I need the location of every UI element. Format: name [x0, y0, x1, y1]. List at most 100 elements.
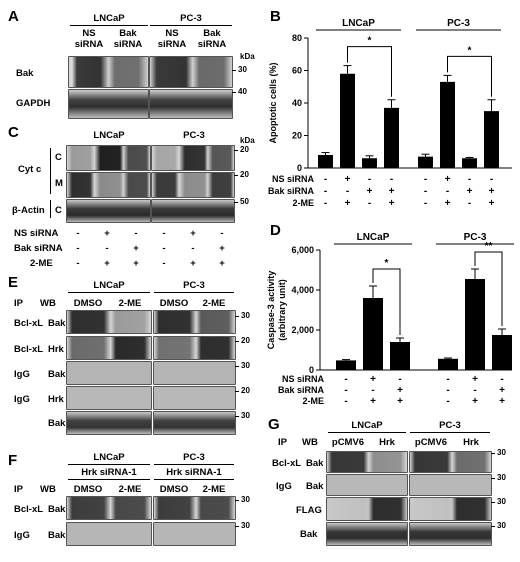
column-label: 2-ME: [202, 298, 226, 309]
column-label: DMSO: [73, 298, 103, 309]
group-underline: [70, 25, 148, 26]
treatment-sign: +: [445, 174, 451, 185]
sign: +: [219, 258, 225, 269]
sign: +: [133, 243, 139, 254]
blot-row: [326, 451, 408, 473]
wb-label: Hrk: [48, 344, 64, 355]
blot-gapdh-pc3: [149, 89, 233, 119]
marker-tick: [235, 416, 239, 417]
blot-row: [326, 474, 408, 496]
treatment-label: Bak siRNA: [14, 243, 63, 254]
bracket: [50, 148, 51, 194]
cell-line-label: PC-3: [183, 280, 205, 291]
treatment-sign: -: [398, 374, 401, 385]
sign: +: [190, 228, 196, 239]
y-tick-label: 6,000: [291, 245, 314, 255]
wb-header: WB: [40, 484, 56, 495]
sign: -: [162, 258, 166, 269]
group-underline: [154, 292, 234, 293]
blot-gapdh-lncap: [68, 89, 149, 119]
treatment-sign: +: [370, 374, 376, 385]
blot-row: [66, 336, 152, 360]
y-tick-label: 60: [292, 66, 302, 76]
marker-tick: [234, 150, 238, 151]
marker-label: 30: [241, 361, 250, 370]
sign: -: [134, 228, 138, 239]
marker-label: 30: [497, 521, 506, 530]
marker-label: 20: [240, 145, 249, 154]
wb-header: WB: [302, 437, 318, 448]
treatment-sign: -: [344, 374, 347, 385]
group-underline: [68, 479, 150, 480]
column-label: Bak siRNA: [113, 28, 143, 50]
treatment-sign: +: [397, 396, 403, 407]
treatment-label: 2-ME: [30, 258, 53, 269]
treatment-label: NS siRNA: [272, 174, 315, 184]
wb-header: WB: [40, 298, 56, 309]
treatment-sign: -: [446, 396, 449, 407]
bar: [418, 156, 433, 168]
group-underline: [150, 25, 232, 26]
column-label: Hrk: [379, 437, 395, 448]
blot-row: [153, 496, 236, 520]
group-label: PC-3: [464, 232, 487, 243]
marker-tick: [235, 366, 239, 367]
treatment-sign: +: [345, 198, 351, 209]
panel-label-c: C: [8, 124, 19, 141]
treatment-sign: +: [467, 186, 473, 197]
blot-cytc-m-lncap: [66, 172, 151, 198]
treatment-sign: -: [468, 174, 471, 185]
bar: [438, 358, 458, 370]
marker-label: 30: [241, 521, 250, 530]
marker-tick: [491, 478, 495, 479]
blot-row: [326, 497, 408, 521]
cell-line-label: LNCaP: [93, 13, 125, 24]
marker-label: 30: [497, 448, 506, 457]
marker-label: 40: [238, 87, 247, 96]
blot-bak-pc3: [149, 56, 233, 88]
significance-bracket: [447, 55, 492, 97]
sign: -: [162, 243, 166, 254]
y-tick-label: 0: [309, 365, 314, 375]
sign: +: [104, 258, 110, 269]
marker-label: 30: [497, 473, 506, 482]
y-tick-label: 40: [292, 98, 302, 108]
sirna-label: Hrk siRNA-1: [166, 467, 222, 478]
blot-row: [153, 411, 236, 435]
marker-tick: [491, 502, 495, 503]
treatment-sign: +: [489, 186, 495, 197]
y-axis-label: (arbitrary unit): [277, 279, 287, 341]
marker-tick: [234, 202, 238, 203]
treatment-sign: +: [499, 396, 505, 407]
cell-line-label: PC-3: [183, 452, 205, 463]
marker-tick: [232, 92, 236, 93]
target-label: Cyt c: [18, 164, 42, 175]
panel-label-b: B: [270, 8, 281, 25]
treatment-sign: -: [346, 186, 349, 197]
marker-tick: [235, 391, 239, 392]
panel-label-d: D: [270, 222, 281, 239]
group-underline: [410, 432, 490, 433]
bar: [336, 360, 356, 370]
sign: +: [133, 258, 139, 269]
blot-row: [326, 522, 408, 546]
group-underline: [68, 292, 150, 293]
marker-tick: [235, 316, 239, 317]
treatment-sign: +: [367, 186, 373, 197]
treatment-sign: -: [324, 186, 327, 197]
marker-label: 30: [497, 497, 506, 506]
significance-mark: *: [368, 36, 372, 47]
marker-label: 30: [238, 65, 247, 74]
wb-label: Hrk: [48, 394, 64, 405]
blot-row: [66, 411, 152, 435]
treatment-label: Bak siRNA: [268, 186, 315, 196]
treatment-label: NS siRNA: [282, 374, 325, 384]
y-tick-label: 20: [292, 131, 302, 141]
chart-apoptotic-cells: 0 20 40 60 80 Apoptotic cells (%) LNCaP PC-3 * * N…: [268, 18, 512, 209]
treatment-sign: -: [390, 174, 393, 185]
fraction-label: M: [55, 178, 63, 189]
chart-caspase3-activity: 0 2,000 4,000 6,000 Caspase-3 activity (arbit…: [266, 232, 514, 407]
treatment-sign: -: [324, 174, 327, 185]
blot-bak-lncap: [68, 56, 149, 88]
significance-mark: *: [468, 45, 472, 56]
